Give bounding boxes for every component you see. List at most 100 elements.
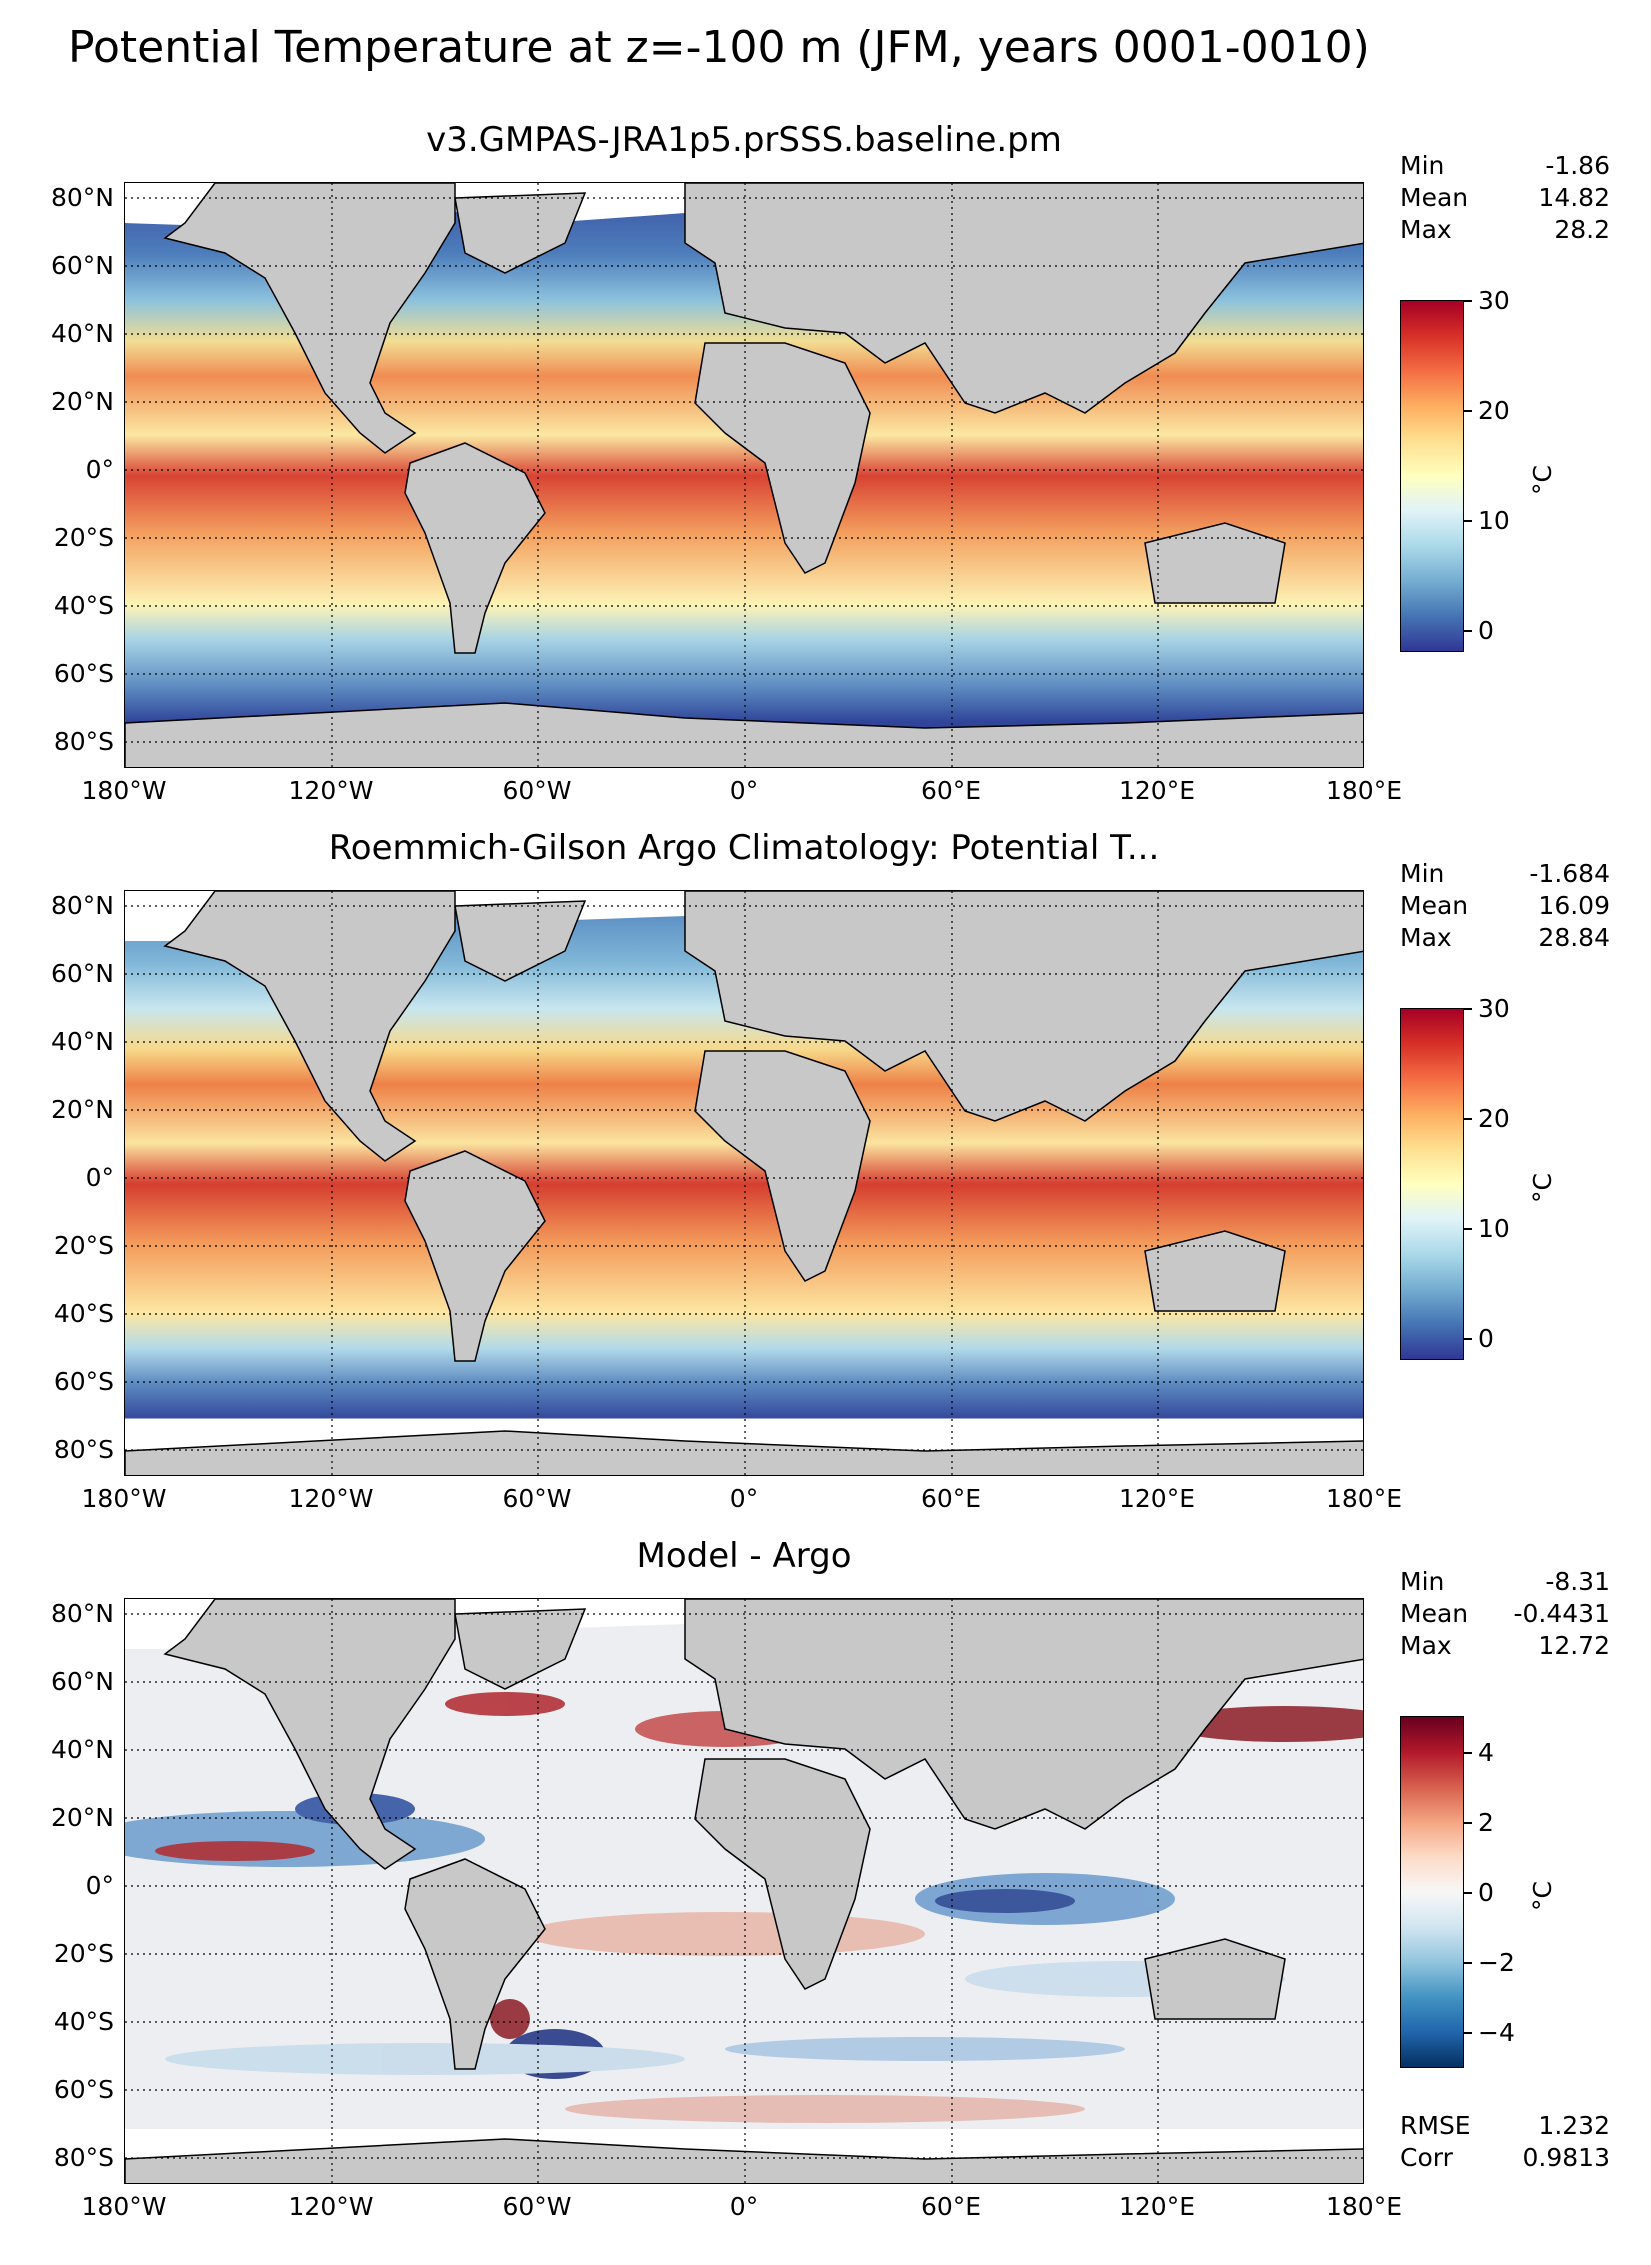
colorbar-tick: 20 bbox=[1478, 1104, 1510, 1133]
lat-label: 20°N bbox=[50, 387, 114, 416]
lon-label: 60°W bbox=[502, 2192, 572, 2221]
lat-label: 80°S bbox=[53, 727, 114, 756]
stat-label: Max bbox=[1400, 215, 1452, 244]
lat-label: 60°S bbox=[53, 1367, 114, 1396]
stat-value: -1.86 bbox=[1545, 151, 1610, 180]
lon-label: 60°E bbox=[920, 1484, 982, 1513]
colorbar-tick: 30 bbox=[1478, 994, 1510, 1023]
stat-label: Min bbox=[1400, 151, 1445, 180]
lat-label: 40°S bbox=[53, 1299, 114, 1328]
lat-label: 40°N bbox=[50, 319, 114, 348]
lat-label: 20°S bbox=[53, 523, 114, 552]
panel-3-extra-stats: RMSE 1.232 Corr 0.9813 bbox=[1400, 2110, 1610, 2174]
stat-value: 16.09 bbox=[1538, 891, 1610, 920]
stat-value: 0.9813 bbox=[1522, 2143, 1610, 2172]
stat-value: -0.4431 bbox=[1513, 1599, 1611, 1628]
stat-label: Mean bbox=[1400, 891, 1469, 920]
stat-label: RMSE bbox=[1400, 2111, 1471, 2140]
stat-value: -1.684 bbox=[1529, 859, 1610, 888]
lat-label: 20°S bbox=[53, 1231, 114, 1260]
stat-label: Mean bbox=[1400, 183, 1469, 212]
colorbar-tick: −2 bbox=[1478, 1948, 1515, 1977]
lat-label: 20°N bbox=[50, 1095, 114, 1124]
lat-label: 40°S bbox=[53, 591, 114, 620]
lon-label: 60°W bbox=[502, 1484, 572, 1513]
stat-value: 1.232 bbox=[1538, 2111, 1610, 2140]
lon-label: 0° bbox=[729, 1484, 759, 1513]
lon-label: 0° bbox=[729, 776, 759, 805]
lon-label: 120°W bbox=[288, 2192, 374, 2221]
panel-2-stats: Min -1.684 Mean 16.09 Max 28.84 bbox=[1400, 858, 1610, 954]
lat-label: 80°S bbox=[53, 1435, 114, 1464]
lon-label: 120°E bbox=[1118, 1484, 1195, 1513]
stat-label: Max bbox=[1400, 1631, 1452, 1660]
panel-1-map bbox=[124, 182, 1364, 768]
lon-label: 120°E bbox=[1118, 776, 1195, 805]
panel-1-title: v3.GMPAS-JRA1p5.prSSS.baseline.pm bbox=[426, 120, 1062, 160]
colorbar-tick: 30 bbox=[1478, 286, 1510, 315]
lat-label: 60°S bbox=[53, 2075, 114, 2104]
lat-label: 20°S bbox=[53, 1939, 114, 1968]
stat-label: Corr bbox=[1400, 2143, 1453, 2172]
lat-label: 40°N bbox=[50, 1735, 114, 1764]
lat-label: 40°S bbox=[53, 2007, 114, 2036]
lat-label: 60°S bbox=[53, 659, 114, 688]
colorbar-tick: 2 bbox=[1478, 1808, 1494, 1837]
stat-label: Min bbox=[1400, 859, 1445, 888]
colorbar-unit: °C bbox=[1528, 1173, 1557, 1203]
colorbar-tick: 10 bbox=[1478, 1214, 1510, 1243]
lon-label: 60°E bbox=[920, 776, 982, 805]
panel-1-stats: Min -1.86 Mean 14.82 Max 28.2 bbox=[1400, 150, 1610, 246]
lon-label: 180°E bbox=[1325, 776, 1402, 805]
panel-2-title: Roemmich-Gilson Argo Climatology: Potent… bbox=[328, 828, 1160, 868]
panel-3-stats: Min -8.31 Mean -0.4431 Max 12.72 bbox=[1400, 1566, 1610, 1662]
stat-value: 28.84 bbox=[1538, 923, 1610, 952]
lon-label: 120°E bbox=[1118, 2192, 1195, 2221]
lon-label: 60°W bbox=[502, 776, 572, 805]
colorbar-tick: 0 bbox=[1478, 1878, 1494, 1907]
colorbar-tick: 4 bbox=[1478, 1738, 1494, 1767]
stat-value: 28.2 bbox=[1554, 215, 1610, 244]
lon-label: 180°E bbox=[1325, 2192, 1402, 2221]
lat-label: 60°N bbox=[50, 251, 114, 280]
colorbar-unit: °C bbox=[1528, 1881, 1557, 1911]
lat-label: 20°N bbox=[50, 1803, 114, 1832]
lat-label: 60°N bbox=[50, 1667, 114, 1696]
stat-value: 14.82 bbox=[1538, 183, 1610, 212]
colorbar-tick: 20 bbox=[1478, 396, 1510, 425]
panel-3-colorbar bbox=[1400, 1716, 1464, 2068]
stat-label: Mean bbox=[1400, 1599, 1469, 1628]
lat-label: 80°N bbox=[50, 891, 114, 920]
lon-label: 120°W bbox=[288, 1484, 374, 1513]
colorbar-tick: −4 bbox=[1478, 2018, 1515, 2047]
stat-label: Min bbox=[1400, 1567, 1445, 1596]
lat-label: 0° bbox=[85, 1871, 114, 1900]
panel-3-title: Model - Argo bbox=[636, 1536, 852, 1576]
stat-value: 12.72 bbox=[1538, 1631, 1610, 1660]
lon-label: 180°W bbox=[81, 2192, 167, 2221]
lat-label: 80°N bbox=[50, 183, 114, 212]
colorbar-unit: °C bbox=[1528, 465, 1557, 495]
figure-title: Potential Temperature at z=-100 m (JFM, … bbox=[68, 22, 1370, 73]
panel-1-colorbar bbox=[1400, 300, 1464, 652]
stat-label: Max bbox=[1400, 923, 1452, 952]
colorbar-tick: 0 bbox=[1478, 616, 1494, 645]
lat-label: 40°N bbox=[50, 1027, 114, 1056]
stat-value: -8.31 bbox=[1545, 1567, 1610, 1596]
lat-label: 0° bbox=[85, 455, 114, 484]
lon-label: 0° bbox=[729, 2192, 759, 2221]
lon-label: 180°W bbox=[81, 1484, 167, 1513]
lon-label: 180°W bbox=[81, 776, 167, 805]
colorbar-tick: 10 bbox=[1478, 506, 1510, 535]
lat-label: 80°S bbox=[53, 2143, 114, 2172]
lon-label: 120°W bbox=[288, 776, 374, 805]
panel-2-colorbar bbox=[1400, 1008, 1464, 1360]
lat-label: 80°N bbox=[50, 1599, 114, 1628]
lat-label: 0° bbox=[85, 1163, 114, 1192]
colorbar-tick: 0 bbox=[1478, 1324, 1494, 1353]
lat-label: 60°N bbox=[50, 959, 114, 988]
panel-2-map bbox=[124, 890, 1364, 1476]
lon-label: 60°E bbox=[920, 2192, 982, 2221]
panel-3-map bbox=[124, 1598, 1364, 2184]
lon-label: 180°E bbox=[1325, 1484, 1402, 1513]
